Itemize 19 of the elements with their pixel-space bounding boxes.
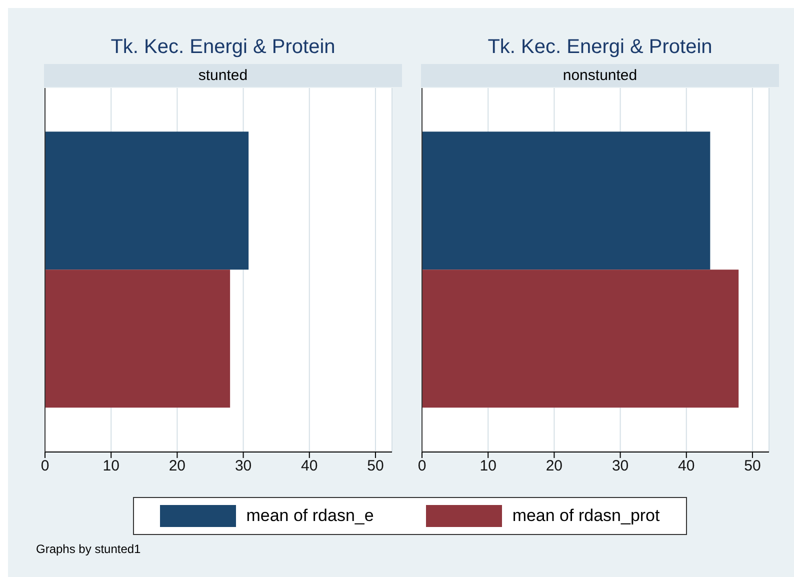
x-tick-label: 50 <box>367 458 384 475</box>
chart-title: Tk. Kec. Energi & Protein <box>486 36 714 59</box>
chart-subtitle: stunted <box>44 64 402 87</box>
text: Graphs by stunted1 <box>36 542 141 556</box>
x-tick-label: 30 <box>612 458 629 475</box>
x-tick-label: 40 <box>678 458 695 475</box>
x-tick-label: 50 <box>744 458 761 475</box>
chart-title: Tk. Kec. Energi & Protein <box>110 36 336 59</box>
legend-label: mean of rdasn_e <box>246 506 374 526</box>
legend-label: mean of rdasn_prot <box>512 506 660 526</box>
x-tick-label: 40 <box>301 458 318 475</box>
x-tick-label: 30 <box>234 458 252 475</box>
x-tick-label: 20 <box>546 458 563 475</box>
x-tick-label: 20 <box>168 458 186 475</box>
x-tick-label: 0 <box>418 458 426 475</box>
x-tick-label: 10 <box>480 458 496 475</box>
chart-subtitle: nonstunted <box>421 64 779 87</box>
x-tick-label: 10 <box>102 458 120 475</box>
x-tick-label: 0 <box>40 458 50 475</box>
